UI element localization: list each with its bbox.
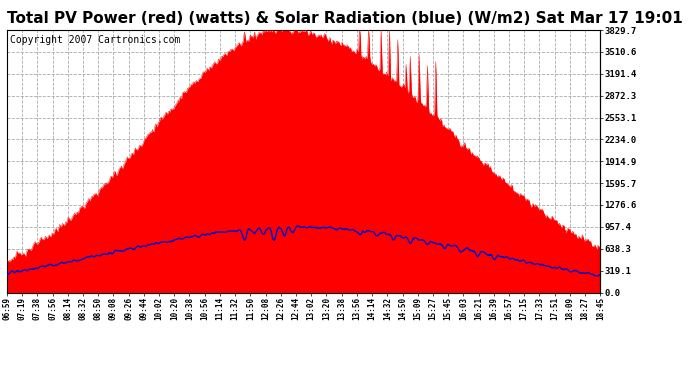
Text: Copyright 2007 Cartronics.com: Copyright 2007 Cartronics.com: [10, 35, 180, 45]
Text: Total PV Power (red) (watts) & Solar Radiation (blue) (W/m2) Sat Mar 17 19:01: Total PV Power (red) (watts) & Solar Rad…: [7, 11, 683, 26]
